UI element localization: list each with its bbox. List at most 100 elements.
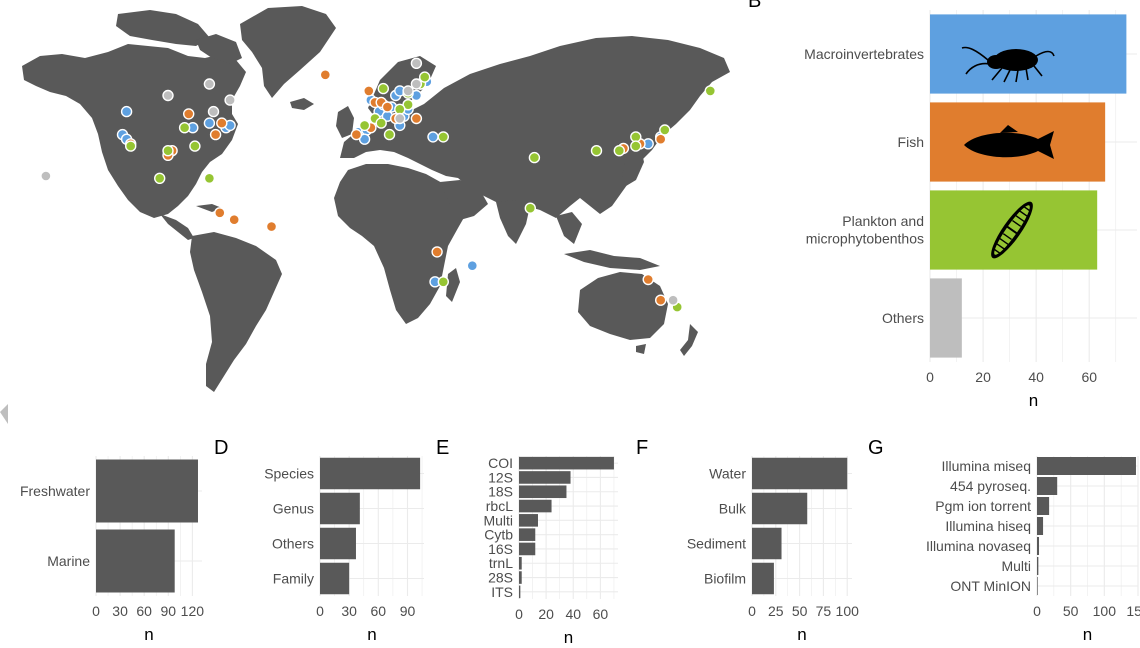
- site-point-others: [402, 85, 414, 97]
- land-madagascar: [446, 268, 460, 302]
- category-label: Bulk: [719, 500, 747, 516]
- land-iceland: [290, 98, 314, 110]
- bar: [519, 485, 567, 499]
- x-tick-label: 0: [926, 369, 934, 385]
- site-point-plankton: [630, 140, 642, 152]
- bar: [320, 492, 360, 525]
- site-point-plankton: [377, 82, 389, 95]
- site-point-macroinvertebrates: [203, 117, 216, 129]
- taxonomic-resolution-bar-chart: Species Genus Others Family 0 30 60 90 n: [264, 456, 424, 644]
- land-tasmania: [636, 344, 646, 354]
- bar: [519, 542, 536, 556]
- site-point-fish: [209, 128, 222, 141]
- site-point-plankton: [203, 172, 216, 185]
- land-indonesia: [564, 250, 660, 270]
- land-arabia: [440, 180, 488, 220]
- site-point-others: [394, 112, 406, 125]
- x-tick-label: 40: [565, 606, 581, 622]
- site-point-fish: [228, 213, 240, 226]
- site-point-fish: [431, 246, 443, 258]
- bar: [752, 562, 774, 595]
- amphipod-icon: [961, 46, 1055, 83]
- x-axis-title: n: [367, 625, 376, 644]
- category-label: COI: [488, 455, 513, 471]
- category-label: Species: [264, 465, 314, 481]
- land-indochina: [556, 212, 582, 244]
- bar: [519, 471, 571, 484]
- site-point-fish: [363, 85, 375, 97]
- category-label: 18S: [488, 484, 513, 500]
- x-tick-label: 0: [316, 603, 324, 619]
- site-point-plankton: [419, 71, 431, 83]
- bar: [320, 457, 421, 490]
- site-point-others: [207, 105, 220, 118]
- site-point-fish: [216, 117, 228, 129]
- category-label: Illumina hiseq: [945, 518, 1031, 534]
- site-point-fish: [214, 207, 226, 219]
- bar: [752, 527, 782, 560]
- land-britain: [336, 106, 354, 138]
- site-point-plankton: [524, 202, 536, 214]
- category-label: Pgm ion torrent: [935, 498, 1031, 514]
- x-tick-label: 60: [1081, 369, 1097, 385]
- site-point-fish: [350, 128, 363, 141]
- site-point-macroinvertebrates: [427, 131, 439, 143]
- x-tick-label: 60: [593, 606, 609, 622]
- bar: [519, 456, 614, 470]
- panel-label-f: F: [636, 437, 648, 459]
- category-label: Biofilm: [704, 570, 746, 586]
- x-tick-label: 30: [341, 603, 357, 619]
- sequencing-platform-bar-chart: Illumina miseq 454 pyroseq. Pgm ion torren…: [926, 456, 1140, 644]
- site-point-others: [203, 78, 216, 90]
- site-point-others: [224, 94, 236, 106]
- x-tick-label: 150: [1126, 603, 1140, 619]
- site-point-plankton: [528, 151, 541, 164]
- site-point-plankton: [613, 144, 625, 157]
- x-tick-label: 75: [816, 603, 832, 619]
- site-point-plankton: [178, 121, 191, 134]
- category-label: Macroinvertebrates: [804, 46, 924, 62]
- site-point-others: [667, 294, 679, 306]
- site-point-fish: [182, 108, 195, 120]
- site-point-plankton: [162, 144, 174, 157]
- category-label: 28S: [488, 569, 513, 585]
- bar: [96, 459, 198, 523]
- bar: [519, 585, 521, 599]
- bar: [519, 514, 538, 527]
- site-point-plankton: [153, 172, 166, 185]
- land-south-america: [190, 232, 282, 392]
- bar: [320, 562, 350, 595]
- site-point-plankton: [659, 124, 671, 136]
- cropped-shape: [0, 404, 8, 424]
- x-axis-title: n: [797, 625, 806, 644]
- category-label: Water: [709, 465, 746, 481]
- category-label: ITS: [491, 584, 513, 600]
- x-tick-label: 0: [515, 606, 523, 622]
- bar: [96, 529, 175, 593]
- site-point-others: [410, 78, 423, 90]
- category-label: 454 pyroseq.: [950, 478, 1031, 494]
- site-point-plankton: [630, 131, 642, 143]
- bar: [519, 499, 552, 513]
- x-tick-label: 90: [160, 603, 176, 619]
- site-point-fish: [655, 133, 667, 145]
- bar: [752, 457, 848, 490]
- sample-type-bar-chart: Water Bulk Sediment Biofilm 0 25 50 75 100 n: [687, 456, 859, 644]
- x-tick-label: 0: [92, 603, 100, 619]
- x-tick-label: 100: [1093, 603, 1117, 619]
- x-tick-label: 60: [371, 603, 387, 619]
- panel-label-d: D: [214, 437, 228, 459]
- x-tick-label: 50: [1063, 603, 1079, 619]
- site-point-others: [410, 57, 423, 69]
- x-tick-label: 20: [975, 369, 991, 385]
- bar: [519, 571, 522, 584]
- panel-label-g: G: [868, 437, 884, 459]
- site-point-fish: [381, 101, 394, 113]
- x-tick-label: 100: [836, 603, 860, 619]
- site-point-fish: [642, 273, 654, 286]
- site-point-plankton: [124, 140, 137, 152]
- x-tick-label: 120: [181, 603, 205, 619]
- category-label: 16S: [488, 541, 513, 557]
